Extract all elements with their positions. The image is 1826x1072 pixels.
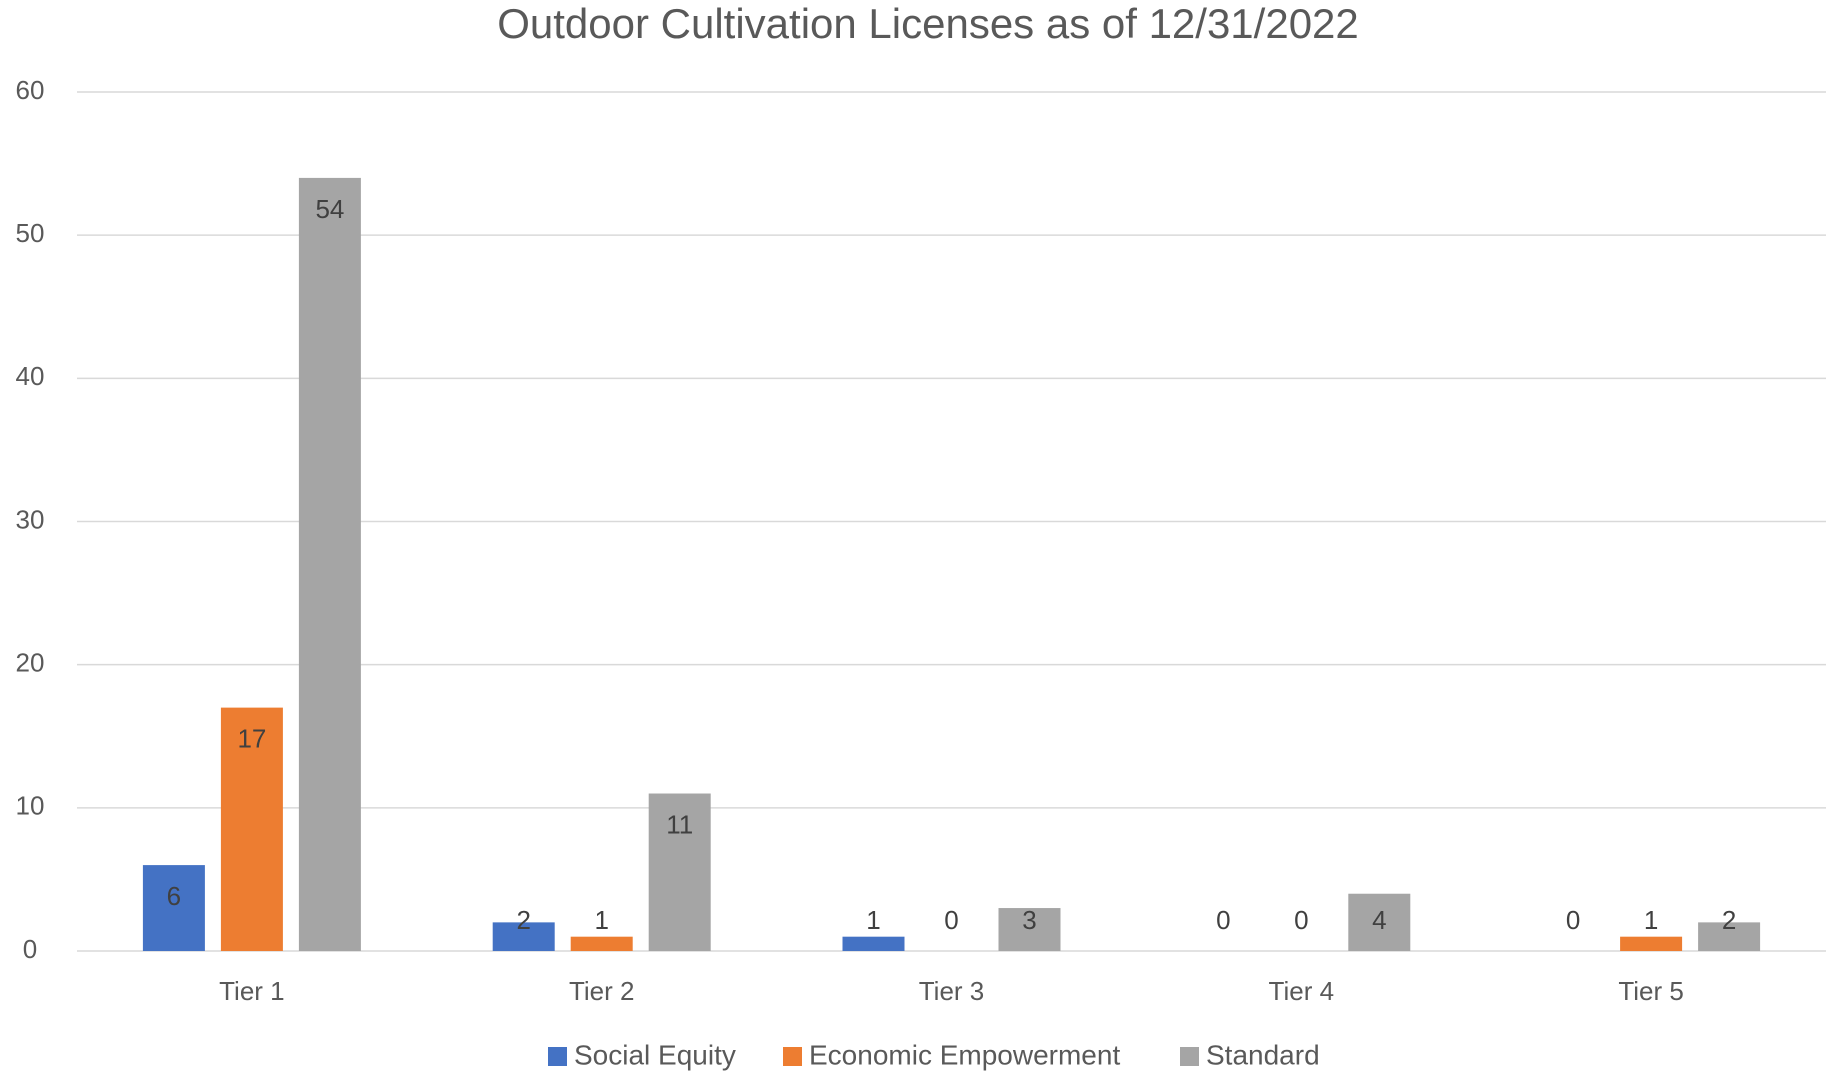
data-label: 54 (315, 194, 344, 224)
legend-swatch (1180, 1047, 1199, 1066)
bar (492, 922, 555, 951)
data-label: 4 (1372, 905, 1386, 935)
y-tick-label: 50 (16, 218, 45, 248)
bar (1348, 893, 1411, 951)
data-label: 1 (1644, 905, 1658, 935)
legend-label: Economic Empowerment (809, 1039, 1120, 1070)
chart-title: Outdoor Cultivation Licenses as of 12/31… (497, 0, 1359, 47)
x-tick-label: Tier 2 (569, 976, 635, 1006)
data-label: 1 (866, 905, 880, 935)
x-tick-label: Tier 4 (1269, 976, 1335, 1006)
bar (1620, 936, 1683, 951)
bar (570, 936, 633, 951)
y-tick-label: 10 (16, 791, 45, 821)
bar (1698, 922, 1761, 951)
y-tick-label: 30 (16, 504, 45, 534)
y-tick-label: 40 (16, 361, 45, 391)
bar (142, 865, 205, 951)
data-label: 11 (666, 809, 693, 839)
data-label: 2 (1722, 905, 1736, 935)
bar (220, 707, 283, 951)
data-label: 6 (167, 881, 181, 911)
x-tick-label: Tier 3 (919, 976, 985, 1006)
bar (298, 177, 361, 951)
data-label: 3 (1022, 905, 1036, 935)
data-label: 1 (594, 905, 608, 935)
bar (648, 793, 711, 951)
legend-swatch (548, 1047, 567, 1066)
legend-swatch (783, 1047, 802, 1066)
legend-label: Social Equity (574, 1039, 736, 1070)
data-label: 0 (1566, 905, 1580, 935)
y-tick-label: 60 (16, 75, 45, 105)
data-label: 0 (944, 905, 958, 935)
data-label: 17 (237, 723, 266, 753)
data-label: 0 (1294, 905, 1308, 935)
y-tick-label: 20 (16, 648, 45, 678)
legend-label: Standard (1206, 1039, 1320, 1070)
x-tick-label: Tier 5 (1618, 976, 1684, 1006)
data-label: 2 (516, 905, 530, 935)
x-tick-label: Tier 1 (219, 976, 285, 1006)
data-label: 0 (1216, 905, 1230, 935)
bar (998, 908, 1061, 951)
bar (842, 936, 905, 951)
y-tick-label: 0 (23, 934, 37, 964)
